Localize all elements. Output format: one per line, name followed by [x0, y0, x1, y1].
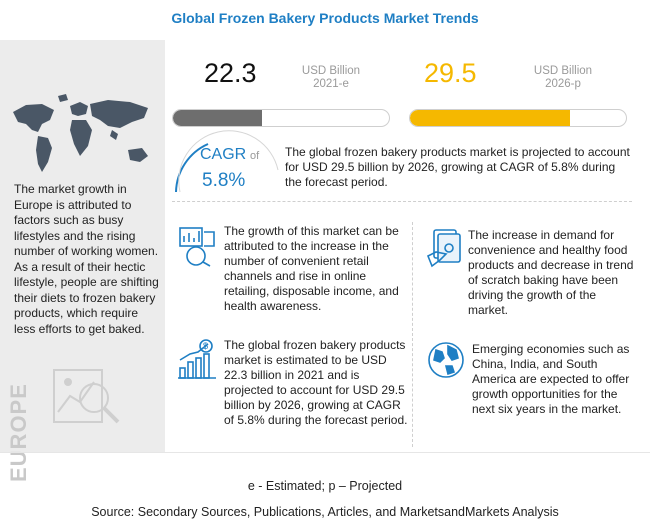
divider [0, 452, 650, 453]
world-map-icon [13, 94, 148, 172]
divider [172, 201, 632, 202]
footnote: e - Estimated; p – Projected [247, 479, 403, 493]
bar-2026 [409, 109, 627, 127]
card-market-text: The global frozen bakery products market… [224, 338, 408, 427]
dollar-bar-chart-icon: $ [178, 339, 216, 379]
source-note: Source: Secondary Sources, Publications,… [91, 505, 559, 519]
globe-icon [428, 342, 464, 378]
card-demand-text: The increase in demand for convenience a… [468, 228, 634, 317]
cagr-description: The global frozen bakery products market… [285, 145, 630, 189]
unit-2021: USD Billion 2021-e [301, 65, 361, 90]
bar-2021-fill [173, 110, 262, 126]
divider [412, 222, 413, 447]
card-retail-text: The growth of this market can be attribu… [224, 224, 399, 313]
infographic-title: Global Frozen Bakery Products Market Tre… [171, 10, 479, 26]
left-panel: The market growth in Europe is attribute… [0, 40, 165, 482]
retail-chart-icon [179, 227, 215, 267]
value-2021: 22.3 [204, 58, 257, 88]
card-emerging-text: Emerging economies such as China, India,… [472, 342, 630, 416]
unit-2026: USD Billion 2026-p [533, 65, 593, 90]
cagr-value: 5.8% [202, 170, 246, 191]
bar-2026-fill [410, 110, 570, 126]
money-hand-icon [426, 229, 461, 268]
cagr-of: of [250, 150, 260, 162]
europe-description: The market growth in Europe is attribute… [14, 182, 159, 336]
cagr-arc-icon [175, 130, 279, 193]
region-label: EUROPE [6, 383, 31, 482]
bar-2021 [172, 109, 390, 127]
value-2026: 29.5 [424, 58, 477, 88]
magnifier-chart-icon [53, 369, 120, 424]
cagr-label: CAGR [200, 146, 247, 163]
